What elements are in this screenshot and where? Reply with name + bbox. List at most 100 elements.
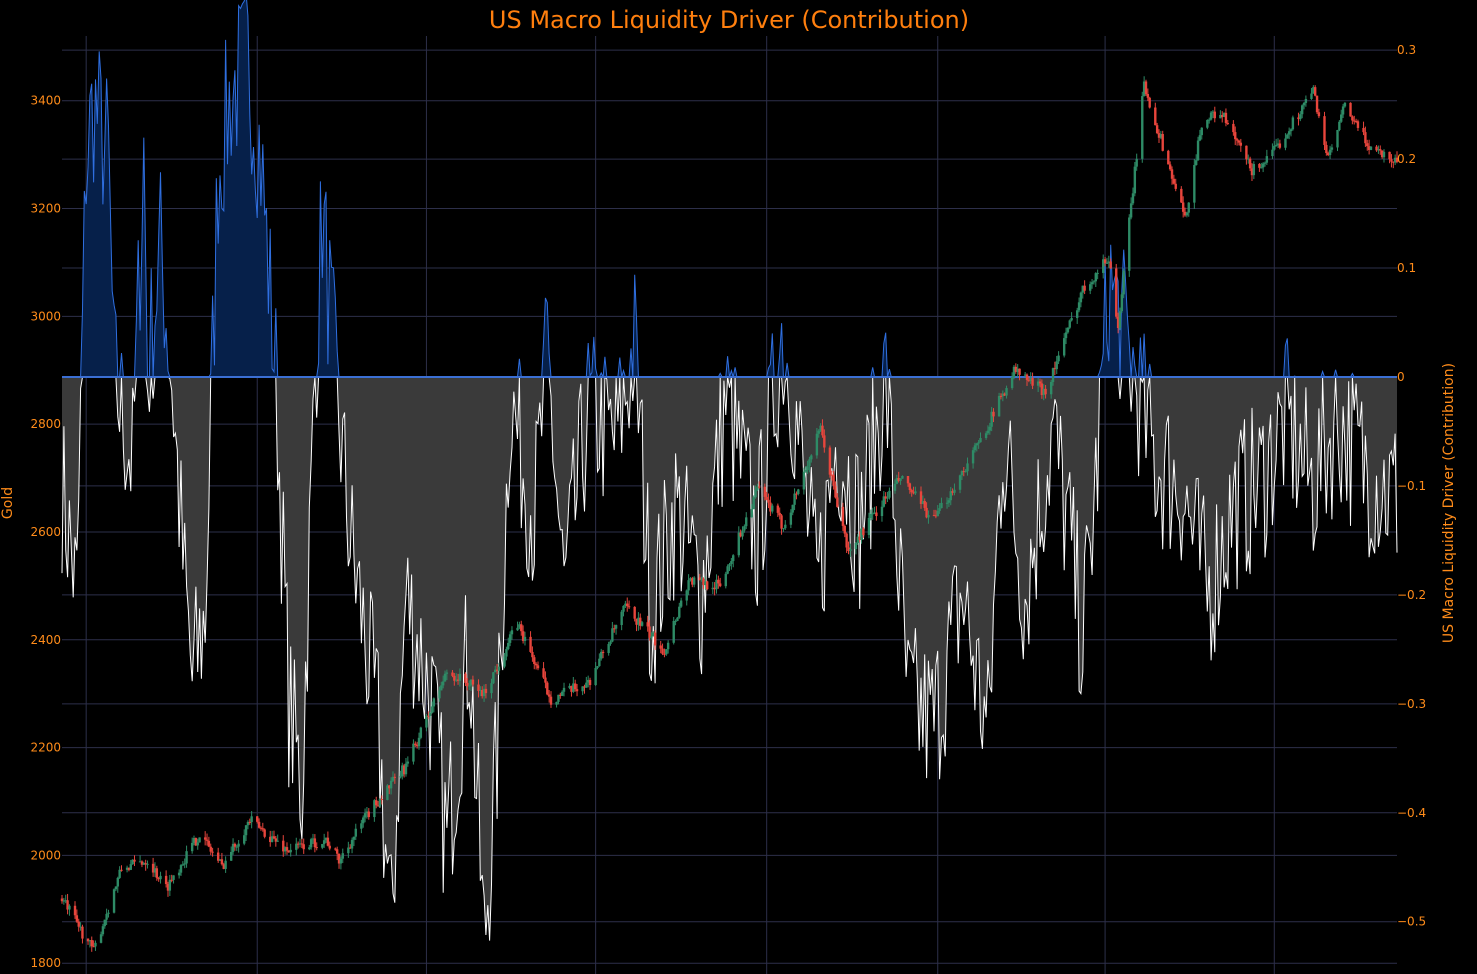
- gold-candle-body: [373, 800, 376, 818]
- gold-candle-body: [1222, 112, 1226, 117]
- gold-candle-body: [1001, 393, 1005, 397]
- gold-candle-body: [849, 549, 852, 552]
- gold-candle-body: [1248, 158, 1252, 169]
- gold-candle-body: [1120, 294, 1124, 312]
- gold-candle-body: [302, 844, 305, 850]
- gold-candle-body: [107, 912, 110, 914]
- gold-candle-body: [60, 898, 64, 902]
- gold-candle-body: [1213, 111, 1216, 119]
- gold-candle-body: [557, 694, 560, 702]
- gold-candle-body: [272, 836, 276, 839]
- gold-candle-body: [1221, 114, 1224, 117]
- gold-candle-body: [1103, 259, 1107, 264]
- gold-candle-body: [808, 459, 811, 467]
- gold-candle-body: [250, 816, 253, 823]
- gold-candle-body: [1003, 393, 1006, 396]
- gold-candle-body: [376, 805, 380, 807]
- gold-candle-body: [979, 437, 982, 443]
- gold-candle-body: [1265, 156, 1269, 163]
- gold-candle-body: [869, 513, 873, 518]
- gold-candle-body: [427, 715, 430, 717]
- gold-candle-body: [750, 509, 754, 518]
- gold-candle-body: [635, 618, 638, 625]
- gold-candle-body: [467, 685, 471, 687]
- gold-candle-body: [177, 872, 181, 876]
- gold-candle-body: [562, 687, 566, 692]
- gold-candle-body: [518, 624, 521, 628]
- gold-candle-body: [650, 636, 653, 638]
- gold-candle-body: [1287, 131, 1291, 135]
- gold-candle-body: [86, 938, 90, 942]
- gold-candle-body: [691, 578, 694, 585]
- gold-candle-body: [745, 517, 748, 527]
- gold-candle-body: [893, 483, 897, 491]
- chart-title: US Macro Liquidity Driver (Contribution): [489, 6, 969, 34]
- gold-candle-body: [339, 858, 343, 864]
- gold-candle-body: [1094, 273, 1097, 282]
- gold-candle-body: [116, 877, 119, 887]
- gold-candle-body: [1066, 327, 1070, 333]
- gold-candle-body: [743, 526, 746, 531]
- gold-candle-body: [237, 843, 240, 847]
- gold-candle-body: [912, 492, 915, 494]
- gold-candle-body: [138, 861, 142, 863]
- gold-candle-body: [821, 425, 824, 436]
- gold-candle-body: [205, 839, 209, 841]
- gold-candle-body: [1226, 122, 1230, 124]
- gold-candle-body: [1042, 388, 1045, 396]
- gold-candle-body: [953, 489, 956, 493]
- gold-candle-body: [1027, 379, 1031, 381]
- gold-candle-body: [1382, 151, 1386, 158]
- gold-candle-body: [549, 696, 553, 705]
- gold-candle-body: [999, 395, 1003, 397]
- gold-candle-body: [146, 863, 149, 865]
- gold-candle-body: [1029, 378, 1032, 381]
- gold-candle-body: [142, 863, 146, 865]
- gold-candle-body: [940, 502, 943, 509]
- gold-candle-body: [769, 502, 772, 512]
- gold-candle-body: [309, 839, 313, 848]
- gold-candle-body: [573, 683, 577, 690]
- contribution-positive-area: [62, 0, 1397, 377]
- gold-candle-body: [1128, 217, 1131, 271]
- gold-candle-body: [665, 649, 668, 655]
- gold-candle-body: [224, 860, 227, 869]
- gold-candle-body: [932, 515, 936, 517]
- gold-candle-body: [233, 843, 237, 847]
- gold-candle-body: [507, 642, 510, 650]
- gold-candle-body: [895, 478, 899, 484]
- right-axis-label: US Macro Liquidity Driver (Contribution): [1441, 363, 1457, 643]
- gold-candle-body: [984, 433, 988, 438]
- gold-candle-body: [559, 694, 562, 696]
- right-tick--0.2: −0.2: [1397, 588, 1426, 602]
- gold-candle-body: [1141, 96, 1144, 159]
- gold-candle-body: [231, 843, 235, 852]
- gold-candle-body: [337, 853, 341, 864]
- gold-candle-body: [170, 879, 173, 881]
- right-tick-0.1: 0.1: [1397, 261, 1416, 275]
- gold-candle-body: [704, 581, 707, 586]
- gold-candle-body: [1304, 98, 1308, 103]
- gold-candle-body: [817, 430, 820, 434]
- gold-candle-body: [179, 865, 183, 873]
- gold-candle-body: [270, 836, 274, 843]
- gold-candle-body: [588, 679, 592, 686]
- gold-candle-body: [1258, 164, 1261, 168]
- gold-candle-body: [921, 501, 925, 504]
- gold-candle-body: [308, 847, 311, 850]
- gold-candle-body: [1161, 133, 1164, 151]
- gold-candle-body: [581, 686, 584, 692]
- gold-candle-body: [1057, 355, 1060, 362]
- gold-candle-body: [1155, 125, 1159, 134]
- gold-candle-body: [1323, 116, 1326, 145]
- gold-candle-body: [1144, 81, 1148, 95]
- gold-candle-body: [611, 628, 614, 642]
- gold-candle-body: [882, 496, 886, 507]
- gold-candle-body: [1107, 261, 1111, 263]
- gold-candle-body: [445, 672, 449, 674]
- gold-candle-body: [216, 852, 220, 861]
- gold-candle-body: [856, 536, 859, 543]
- gold-candle-body: [802, 471, 806, 490]
- gold-candle-body: [1044, 388, 1047, 395]
- gold-candle-body: [1388, 151, 1391, 160]
